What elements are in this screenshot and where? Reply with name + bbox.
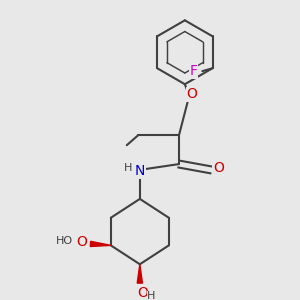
Text: HO: HO [56, 236, 73, 246]
Polygon shape [137, 264, 142, 283]
Polygon shape [90, 241, 111, 247]
Text: O: O [187, 87, 197, 101]
Text: O: O [213, 161, 224, 176]
Text: H: H [124, 164, 133, 173]
Text: F: F [190, 64, 198, 78]
Text: O: O [76, 236, 87, 250]
Text: N: N [135, 164, 145, 178]
Text: O: O [137, 286, 148, 300]
Text: H: H [147, 291, 156, 300]
